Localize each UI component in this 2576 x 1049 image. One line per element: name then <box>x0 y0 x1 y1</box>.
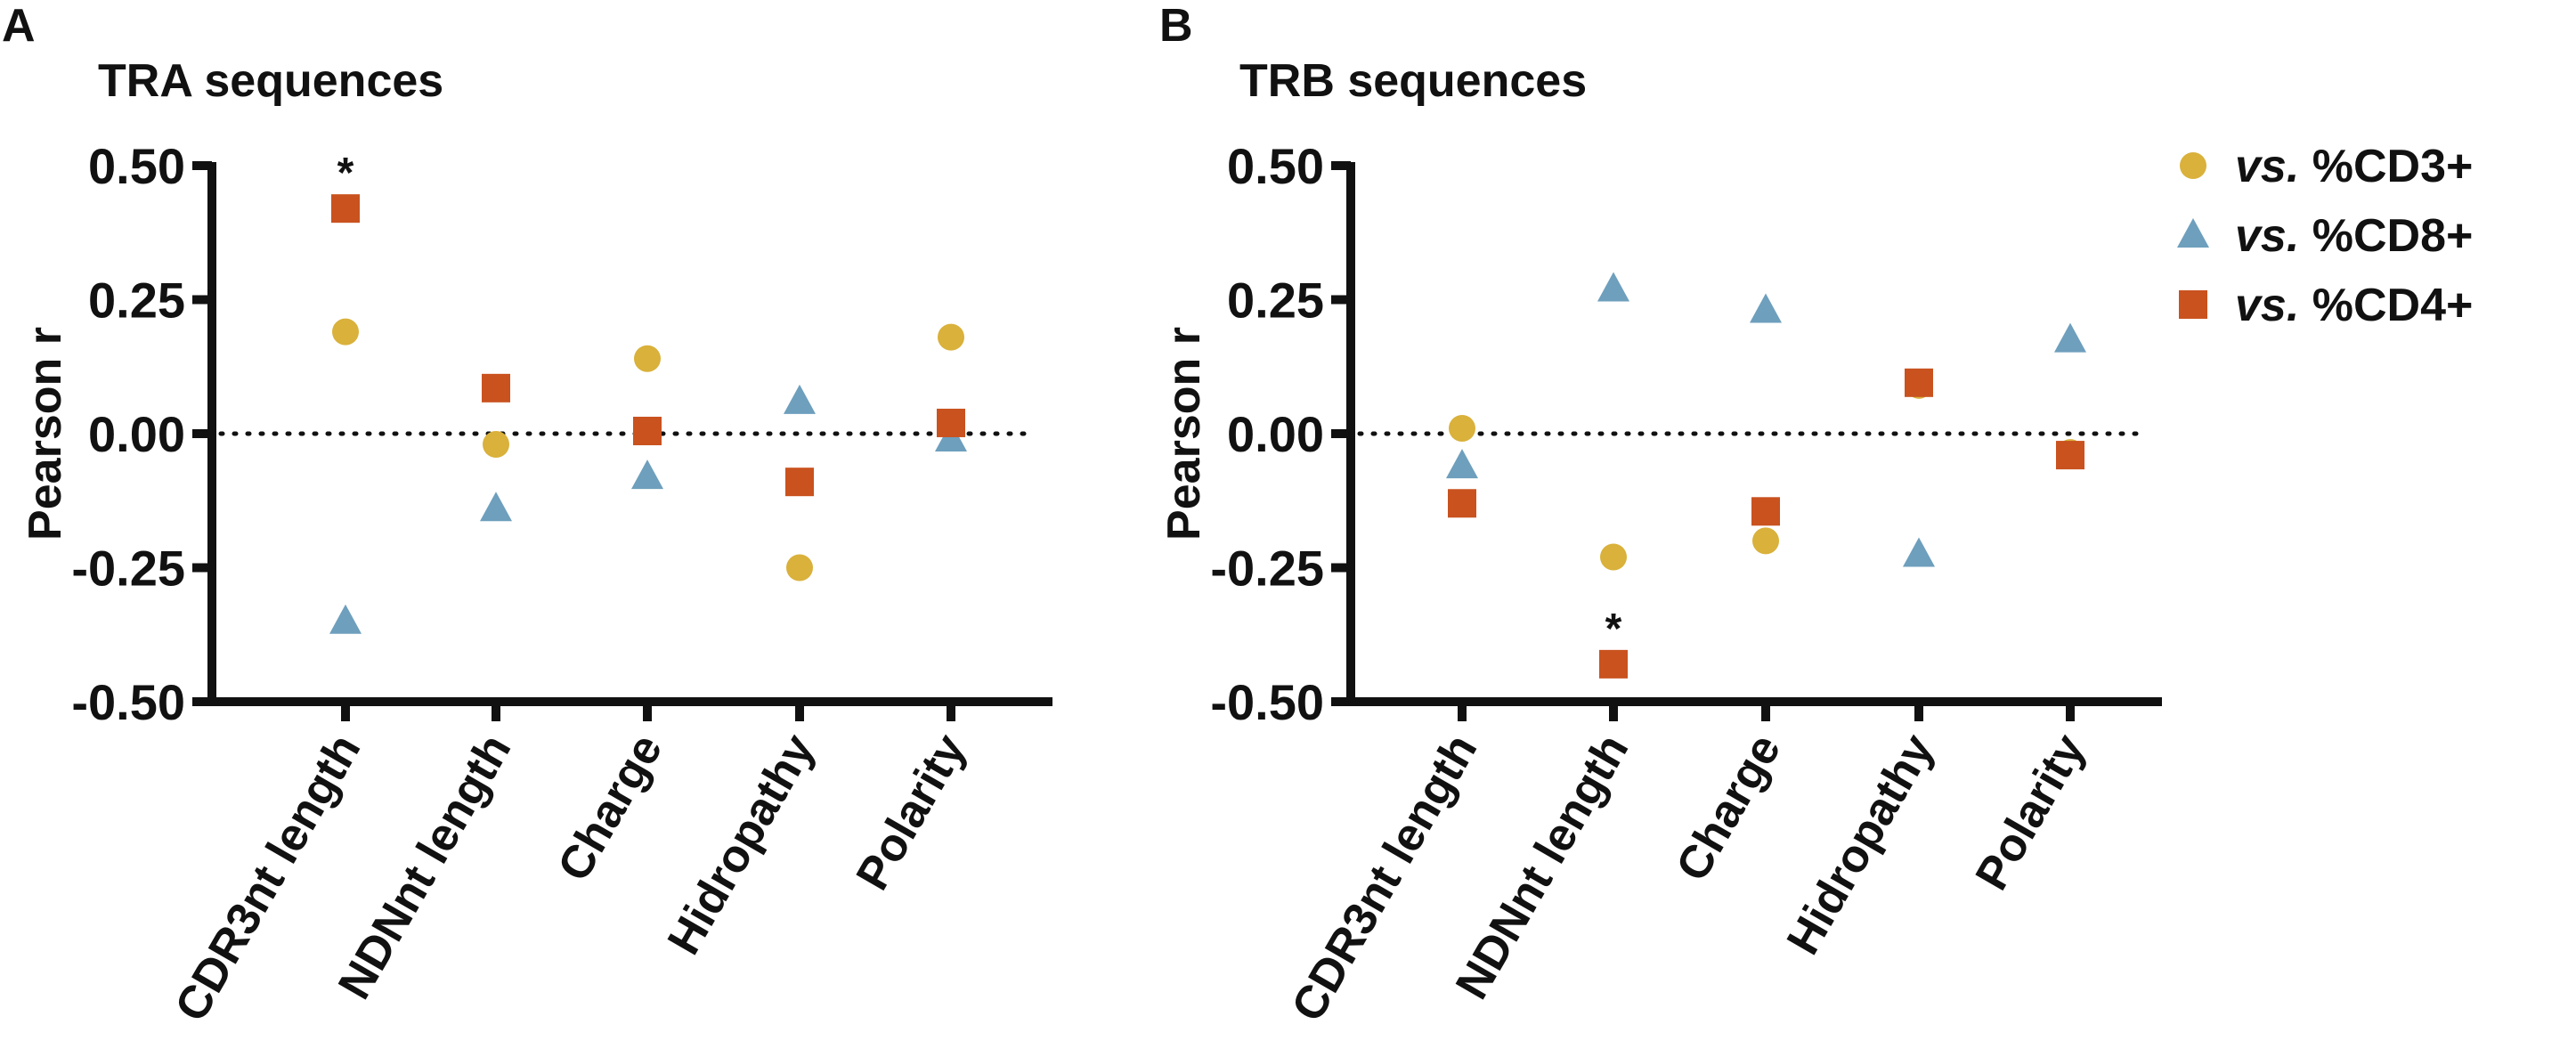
data-point-triangle <box>1446 449 1478 479</box>
data-point-circle <box>938 323 964 351</box>
data-point-triangle <box>480 492 512 522</box>
y-tick-label: 0.25 <box>88 272 185 329</box>
data-point-circle <box>1449 414 1475 442</box>
legend-item: vs. %CD3+ <box>2180 141 2473 192</box>
y-tick-label: -0.25 <box>1210 541 1324 597</box>
panel-label: B <box>1159 0 1193 52</box>
data-point-triangle <box>2054 322 2086 353</box>
data-point-square <box>1905 368 1933 397</box>
data-point-triangle <box>1903 537 1935 567</box>
data-point-triangle <box>631 459 663 490</box>
legend-prefix: vs. <box>2235 210 2299 262</box>
y-tick-label: 0.00 <box>1227 406 1324 462</box>
y-tick-label: -0.50 <box>1210 674 1324 730</box>
x-tick-label: Polarity <box>1966 726 2096 899</box>
significance-asterisk: * <box>337 150 354 197</box>
data-point-square <box>937 408 965 437</box>
y-tick-label: -0.25 <box>71 541 185 597</box>
data-point-square <box>633 416 662 445</box>
x-tick-label: Polarity <box>847 726 977 899</box>
data-point-circle <box>1600 543 1627 571</box>
y-tick-label: 0.50 <box>1227 138 1324 194</box>
chart-title: TRB sequences <box>1239 55 1587 107</box>
data-point-square <box>1448 489 1476 518</box>
data-point-square <box>1599 649 1628 679</box>
data-point-circle <box>1752 527 1779 555</box>
legend-text: %CD4+ <box>2299 280 2473 331</box>
data-point-square <box>2056 441 2084 470</box>
data-point-triangle <box>329 604 362 634</box>
data-point-circle <box>786 554 813 581</box>
circle-marker-icon <box>2180 152 2206 179</box>
legend-label: vs. %CD3+ <box>2235 141 2473 192</box>
panel-label: A <box>2 0 36 52</box>
chart-title: TRA sequences <box>98 55 443 107</box>
panel-a: A TRA sequences Pearson r 0.50 0.25 0.00 -0.25… <box>2 0 1052 1030</box>
y-tick-label: 0.00 <box>88 406 185 462</box>
y-tick-label: -0.50 <box>71 674 185 730</box>
data-point-triangle <box>784 384 816 414</box>
data-point-square <box>331 194 360 224</box>
data-point-circle <box>483 431 509 459</box>
y-axis-label: Pearson r <box>1158 327 1210 541</box>
legend: vs. %CD3+vs. %CD8+vs. %CD4+ <box>2177 141 2473 331</box>
data-point-triangle <box>1597 272 1629 302</box>
y-tick-label: 0.25 <box>1227 272 1324 329</box>
legend-item: vs. %CD4+ <box>2179 280 2473 331</box>
y-axis-label: Pearson r <box>20 327 71 541</box>
data-point-circle <box>634 345 661 372</box>
data-point-square <box>1751 497 1780 526</box>
legend-label: vs. %CD4+ <box>2235 280 2473 331</box>
y-tick-label: 0.50 <box>88 138 185 194</box>
x-tick-label: Hidropathy <box>1777 726 1944 964</box>
data-point-square <box>785 468 814 497</box>
legend-prefix: vs. <box>2235 280 2299 331</box>
data-point-circle <box>332 318 359 346</box>
data-point-square <box>482 373 510 403</box>
x-tick-label: Charge <box>549 726 673 890</box>
x-tick-label: Charge <box>1667 726 1792 890</box>
legend-text: %CD8+ <box>2299 210 2473 262</box>
legend-label: vs. %CD8+ <box>2235 210 2473 262</box>
square-marker-icon <box>2179 290 2207 319</box>
legend-prefix: vs. <box>2235 141 2299 192</box>
panel-b: B TRB sequences Pearson r 0.50 0.25 0.00 -0.25… <box>1158 0 2162 1030</box>
x-tick-label: Hidropathy <box>658 726 825 964</box>
data-point-triangle <box>1750 293 1782 323</box>
legend-item: vs. %CD8+ <box>2177 210 2473 262</box>
legend-text: %CD3+ <box>2299 141 2473 192</box>
triangle-marker-icon <box>2177 218 2209 248</box>
significance-asterisk: * <box>1605 606 1622 653</box>
